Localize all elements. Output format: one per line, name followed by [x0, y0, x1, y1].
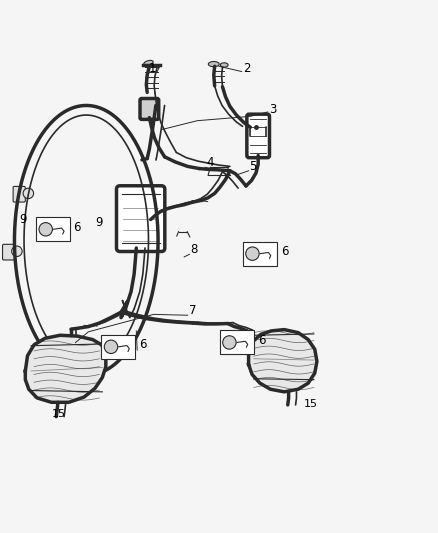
- Text: 8: 8: [191, 244, 198, 256]
- Ellipse shape: [208, 61, 219, 67]
- Ellipse shape: [220, 63, 228, 67]
- Circle shape: [39, 223, 53, 236]
- Circle shape: [246, 247, 259, 260]
- Circle shape: [104, 340, 118, 353]
- Text: 3: 3: [269, 103, 276, 116]
- Text: 7: 7: [188, 304, 196, 317]
- Text: 15: 15: [304, 399, 318, 409]
- Bar: [220, 330, 254, 354]
- Text: 6: 6: [281, 245, 288, 258]
- FancyBboxPatch shape: [117, 186, 165, 252]
- Text: 15: 15: [51, 409, 65, 418]
- Text: 4: 4: [206, 156, 213, 169]
- Bar: [36, 217, 70, 241]
- Bar: [243, 241, 277, 265]
- Text: 9: 9: [95, 216, 102, 230]
- Polygon shape: [25, 335, 106, 402]
- FancyBboxPatch shape: [247, 114, 269, 158]
- Circle shape: [23, 188, 34, 199]
- Text: 6: 6: [139, 338, 146, 351]
- FancyBboxPatch shape: [140, 99, 159, 119]
- Text: 6: 6: [73, 221, 81, 234]
- Circle shape: [223, 336, 236, 349]
- Bar: [102, 335, 135, 359]
- Ellipse shape: [144, 60, 153, 65]
- Text: 6: 6: [258, 334, 266, 347]
- Circle shape: [12, 246, 22, 256]
- FancyBboxPatch shape: [13, 187, 25, 202]
- Text: 9: 9: [19, 213, 26, 226]
- Polygon shape: [249, 329, 317, 392]
- Text: 2: 2: [243, 61, 251, 75]
- Text: 1: 1: [148, 61, 156, 75]
- Text: 5: 5: [250, 160, 257, 173]
- FancyBboxPatch shape: [3, 244, 15, 260]
